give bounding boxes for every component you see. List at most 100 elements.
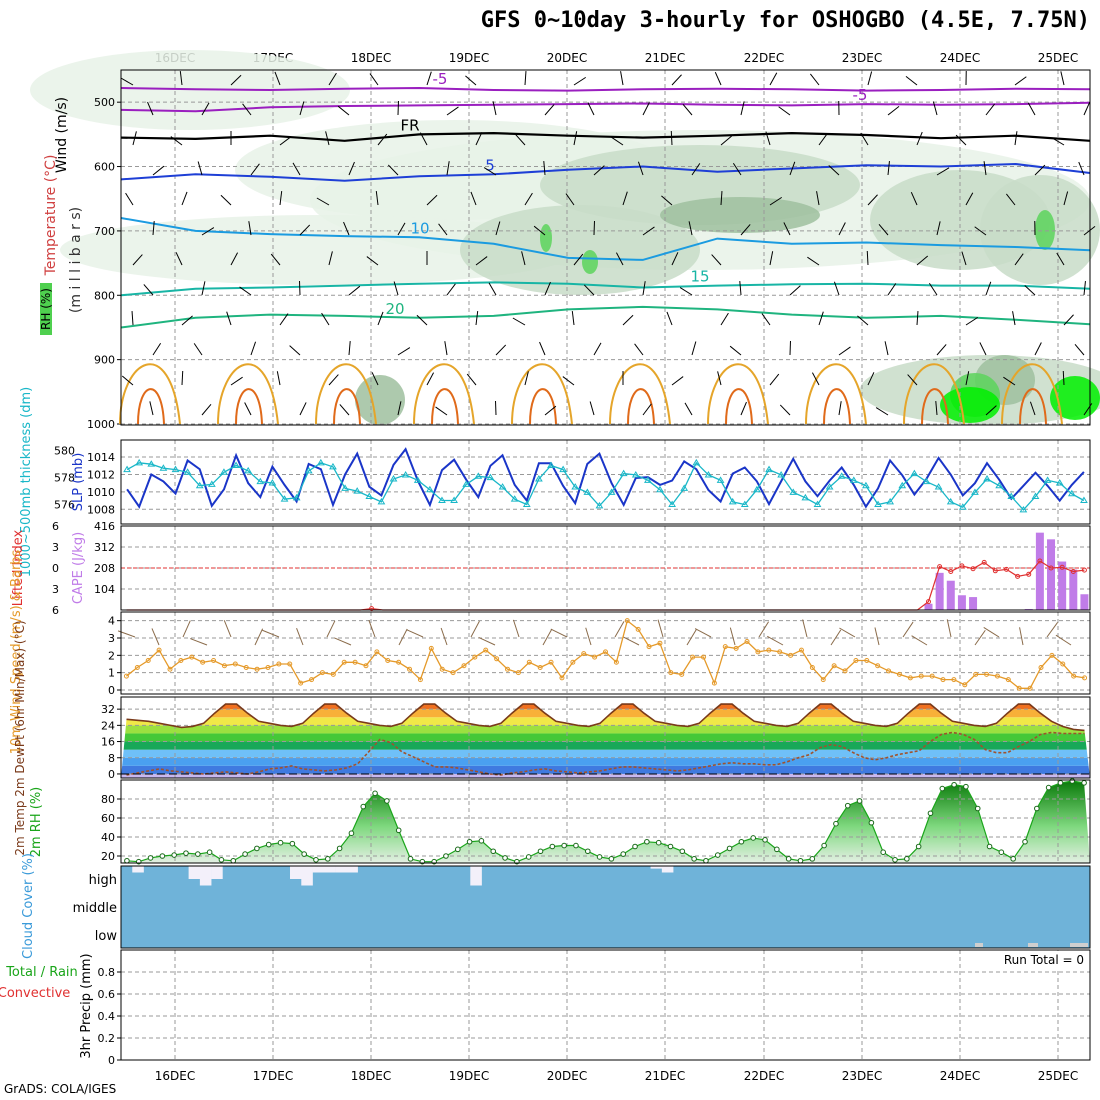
pressure-tick-label: 500 xyxy=(94,96,115,109)
upper-wind-barb xyxy=(244,402,252,416)
rh-shading-area xyxy=(460,205,700,295)
upper-wind-barb xyxy=(121,375,134,386)
temperature-contour xyxy=(120,281,1091,297)
wind-speed-point xyxy=(309,677,315,683)
wind-speed-point xyxy=(450,670,456,676)
upper-wind-barb xyxy=(170,136,183,146)
rh-point xyxy=(336,845,343,852)
upper-wind-barb xyxy=(571,311,575,326)
upper-wind-barb xyxy=(328,251,333,266)
temperature-band xyxy=(121,749,1090,758)
thickness-point xyxy=(401,470,410,478)
upper-wind-barb xyxy=(682,103,693,116)
wind-speed-point xyxy=(156,647,162,653)
wind-speed-point xyxy=(428,645,434,651)
upper-wind-barb xyxy=(573,253,584,266)
surface-wind-barb xyxy=(802,619,808,638)
wind-speed-point xyxy=(994,673,1000,679)
upper-wind-barb xyxy=(740,224,751,236)
upper-ylabel-wind: Wind (m/s) xyxy=(54,97,70,173)
surface-wind-barb xyxy=(406,629,424,638)
high-cloud-gap xyxy=(312,866,325,873)
upper-wind-barb xyxy=(935,401,938,416)
upper-wind-barb xyxy=(634,343,644,356)
wind-speed-point xyxy=(896,671,902,677)
contour-label: 5 xyxy=(485,156,495,174)
precip-tick-label: 0.4 xyxy=(98,1010,116,1023)
cloud-background xyxy=(121,866,1090,948)
date-label-bottom: 21DEC xyxy=(645,1069,685,1083)
rh-point xyxy=(159,853,166,859)
upper-wind-barb xyxy=(932,101,938,116)
wind-speed-point xyxy=(679,671,685,677)
upper-wind-barb xyxy=(1083,403,1093,416)
rh-line xyxy=(126,780,1085,863)
boundary-layer-contour xyxy=(707,363,769,425)
wind-speed-point xyxy=(1082,675,1088,681)
upper-wind-barb xyxy=(446,161,450,176)
upper-wind-barb xyxy=(974,226,987,236)
date-label-top: 20DEC xyxy=(547,51,587,65)
wind-tick-label: 0 xyxy=(108,684,115,697)
upper-wind-barb xyxy=(783,222,791,236)
low-cloud-bar xyxy=(1028,943,1038,947)
upper-wind-barb xyxy=(328,374,339,386)
surface-wind-barb xyxy=(262,629,280,638)
cape-bar xyxy=(946,580,955,610)
grads-credit: GrADS: COLA/IGES xyxy=(4,1082,117,1096)
upper-wind-barb xyxy=(916,310,919,326)
rh-point xyxy=(324,856,331,862)
pressure-tick-label: 800 xyxy=(94,289,115,302)
upper-wind-barb xyxy=(524,70,527,86)
rh-point xyxy=(1022,838,1028,845)
cloud-row-label: low xyxy=(95,929,118,944)
upper-wind-barb xyxy=(765,131,771,146)
boundary-layer-contour xyxy=(627,388,655,425)
temperature-band xyxy=(121,741,1090,750)
wind-speed-point xyxy=(548,659,554,665)
upper-wind-barb xyxy=(393,281,399,296)
wind-speed-point xyxy=(864,658,870,664)
thickness-point xyxy=(680,484,689,491)
upper-wind-barb xyxy=(366,256,379,266)
rh-shading-area xyxy=(1035,210,1055,250)
rh-point xyxy=(490,848,497,855)
date-label-bottom: 22DEC xyxy=(744,1069,784,1083)
temperature-band xyxy=(121,704,1090,710)
wind-speed-point xyxy=(700,654,706,660)
thickness-point xyxy=(1043,476,1052,483)
upper-wind-barb xyxy=(149,401,154,416)
upper-wind-barb xyxy=(446,283,456,296)
rh-tick-label: 40 xyxy=(101,831,115,844)
wind-speed-point xyxy=(559,675,565,681)
surface-wind-barb xyxy=(911,635,928,646)
upper-wind-barb xyxy=(622,314,634,326)
high-cloud-gap xyxy=(470,866,482,886)
rh-shading-area xyxy=(540,224,552,252)
date-label-bottom: 18DEC xyxy=(351,1069,391,1083)
rh-point xyxy=(750,835,757,841)
upper-wind-barb xyxy=(671,252,679,266)
upper-wind-barb xyxy=(230,376,243,386)
high-cloud-gap xyxy=(323,866,336,873)
wind-speed-point xyxy=(1038,664,1044,670)
upper-wind-barb xyxy=(483,167,497,176)
temp-tick-label: 16 xyxy=(101,736,115,749)
thickness-point xyxy=(1031,492,1040,499)
upper-wind-barb xyxy=(369,73,379,86)
cape-bar xyxy=(1047,539,1056,610)
rh-point xyxy=(466,838,473,845)
upper-wind-barb xyxy=(761,313,771,326)
upper-wind-barb xyxy=(465,75,477,86)
high-cloud-gap xyxy=(199,866,212,886)
upper-wind-barb xyxy=(248,221,252,236)
rh-tick-label: 20 xyxy=(101,850,115,863)
upper-wind-barb xyxy=(916,255,929,266)
wind-speed-point xyxy=(951,677,957,683)
upper-wind-barb xyxy=(867,71,873,86)
cloud-ylabel: Cloud Cover (%) xyxy=(21,853,36,959)
panel-frame-upper_air xyxy=(120,69,1091,426)
panel-frame-cape_li xyxy=(120,525,1091,611)
rh-point xyxy=(561,842,567,849)
pressure-tick-label: 600 xyxy=(94,161,115,174)
